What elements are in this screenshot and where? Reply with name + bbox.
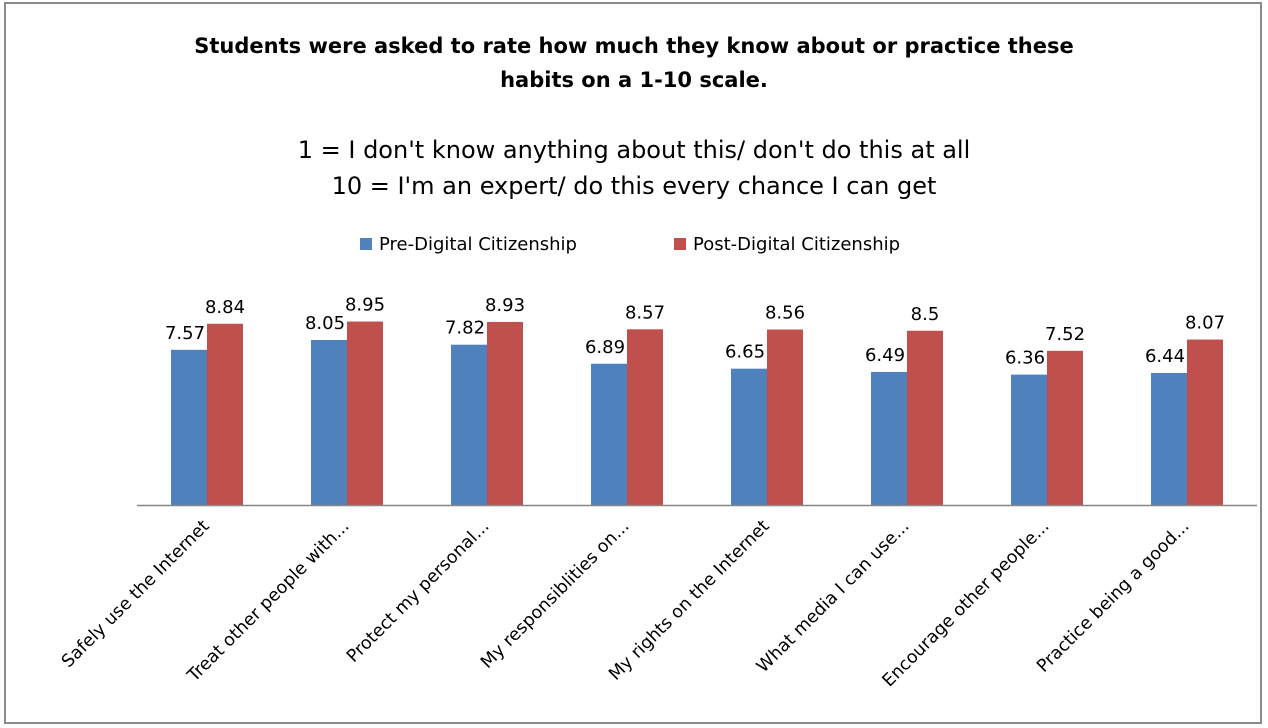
x-tick-label-5: My rights on the Internet xyxy=(605,516,773,684)
bar-post-5 xyxy=(767,329,803,505)
data-label-post-2: 8.95 xyxy=(345,295,385,316)
bar-pre-5 xyxy=(731,368,767,505)
bar-post-4 xyxy=(627,329,663,505)
data-label-pre-7: 6.36 xyxy=(1005,348,1045,369)
bar-pre-4 xyxy=(591,363,627,505)
data-label-post-8: 8.07 xyxy=(1185,313,1225,334)
bar-post-2 xyxy=(347,321,383,505)
data-label-pre-2: 8.05 xyxy=(305,313,345,334)
bar-post-1 xyxy=(207,323,243,505)
x-tick-label-3: Protect my personal... xyxy=(343,516,493,666)
legend-swatch-1 xyxy=(360,238,372,250)
chart-subtitle-line-1: 1 = I don't know anything about this/ do… xyxy=(297,136,971,164)
bar-pre-1 xyxy=(171,349,207,505)
data-label-post-7: 7.52 xyxy=(1045,324,1085,345)
bar-pre-6 xyxy=(871,371,907,505)
x-tick-label-1: Safely use the Internet xyxy=(58,516,214,672)
data-label-pre-3: 7.82 xyxy=(445,318,485,339)
data-label-post-6: 8.5 xyxy=(911,304,940,325)
bar-pre-7 xyxy=(1011,374,1047,505)
chart-title-line-1: Students were asked to rate how much the… xyxy=(194,34,1074,58)
data-label-pre-6: 6.49 xyxy=(865,345,905,366)
bar-pre-8 xyxy=(1151,372,1187,505)
data-label-pre-4: 6.89 xyxy=(585,337,625,358)
bar-post-8 xyxy=(1187,339,1223,505)
x-tick-label-7: Encourage other people... xyxy=(879,516,1054,691)
data-label-post-1: 8.84 xyxy=(205,297,245,318)
bar-post-3 xyxy=(487,321,523,505)
data-label-pre-1: 7.57 xyxy=(165,323,205,344)
x-tick-label-6: What media I can use... xyxy=(753,516,914,677)
data-label-post-4: 8.57 xyxy=(625,302,665,323)
legend-label-2: Post-Digital Citizenship xyxy=(693,234,900,255)
legend-label-1: Pre-Digital Citizenship xyxy=(379,234,577,255)
data-label-pre-8: 6.44 xyxy=(1145,346,1185,367)
chart-title-line-2: habits on a 1-10 scale. xyxy=(500,68,768,92)
x-tick-label-2: Treat other people with... xyxy=(183,516,353,686)
chart-subtitle-line-2: 10 = I'm an expert/ do this every chance… xyxy=(331,172,937,200)
bar-post-7 xyxy=(1047,350,1083,505)
bar-post-6 xyxy=(907,330,943,505)
data-label-post-3: 8.93 xyxy=(485,295,525,316)
bar-pre-3 xyxy=(451,344,487,505)
data-label-pre-5: 6.65 xyxy=(725,342,765,363)
bar-pre-2 xyxy=(311,339,347,505)
data-label-post-5: 8.56 xyxy=(765,303,805,324)
legend-swatch-2 xyxy=(674,238,686,250)
x-tick-label-4: My responsiblities on... xyxy=(477,516,633,672)
x-tick-label-8: Practice being a good... xyxy=(1033,516,1193,676)
